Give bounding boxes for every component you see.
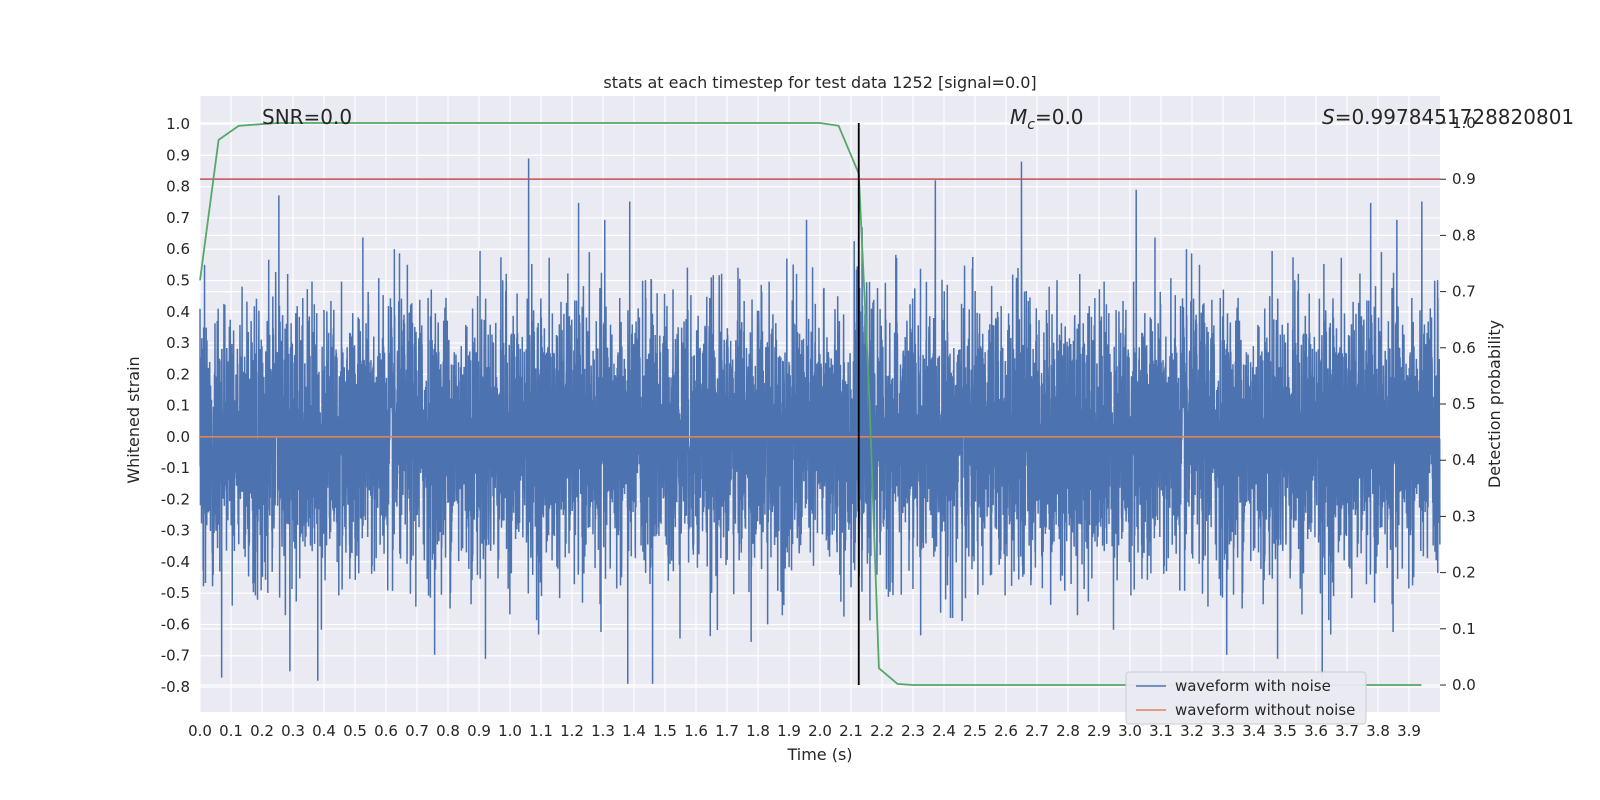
snr-annotation: SNR=0.0 [262,105,352,129]
chart-title: stats at each timestep for test data 125… [603,73,1036,92]
x-tick-label: 3.8 [1366,722,1390,740]
y-tick-label: 1.0 [166,115,190,133]
y2-tick-label: 0.6 [1452,339,1476,357]
y2-tick-label: 0.3 [1452,507,1476,525]
x-tick-label: 1.7 [715,722,739,740]
x-tick-label: 1.1 [529,722,553,740]
x-tick-label: 3.2 [1180,722,1204,740]
series-layer [199,122,1441,686]
x-tick-label: 1.0 [498,722,522,740]
y-tick-label: 0.0 [166,428,190,446]
legend-label-clean: waveform without noise [1175,701,1355,719]
x-tick-label: 2.3 [901,722,925,740]
x-tick-label: 3.1 [1149,722,1173,740]
x-tick-label: 0.3 [281,722,305,740]
y2-tick-label: 0.5 [1452,395,1476,413]
y2-axis-label: Detection probability [1485,320,1504,488]
y2-tick-label: 0.1 [1452,620,1476,638]
y-tick-label: 0.3 [166,334,190,352]
y-tick-label: 0.4 [166,303,190,321]
y-tick-labels: -0.8 -0.7 -0.6 -0.5 -0.4 -0.3 -0.2 -0.1 0.0 0.1 0.… [161,115,190,696]
y-tick-label: 0.7 [166,209,190,227]
x-tick-label: 2.6 [994,722,1018,740]
y2-tick-labels: 0.0 0.1 0.2 0.3 0.4 0.5 0.6 0.7 0.8 0.9 1.0 [1440,114,1476,694]
x-tick-label: 2.7 [1025,722,1049,740]
x-tick-label: 0.5 [343,722,367,740]
y-tick-label: -0.5 [161,584,190,602]
x-tick-label: 2.5 [963,722,987,740]
y-tick-label: 0.5 [166,271,190,289]
x-tick-label: 3.6 [1304,722,1328,740]
x-tick-label: 0.1 [219,722,243,740]
x-tick-label: 2.8 [1056,722,1080,740]
y-axis-label: Whitened strain [124,356,143,483]
y-tick-label: -0.6 [161,615,190,633]
y2-tick-label: 0.4 [1452,451,1476,469]
y2-tick-label: 0.8 [1452,226,1476,244]
x-tick-label: 3.9 [1397,722,1421,740]
x-tick-label: 3.4 [1242,722,1266,740]
y2-tick-label: 0.2 [1452,564,1476,582]
x-tick-label: 3.5 [1273,722,1297,740]
legend-box [1125,671,1367,725]
x-tick-label: 0.0 [188,722,212,740]
y-tick-label: -0.1 [161,459,190,477]
x-tick-label: 0.9 [467,722,491,740]
x-tick-label: 1.6 [684,722,708,740]
y2-tick-label: 0.7 [1452,283,1476,301]
x-tick-label: 1.4 [622,722,646,740]
y-tick-label: 0.8 [166,178,190,196]
y-tick-label: 0.9 [166,146,190,164]
x-tick-label: 0.6 [374,722,398,740]
y2-tick-label: 0.0 [1452,676,1476,694]
y-tick-label: 0.6 [166,240,190,258]
x-axis-label: Time (s) [786,745,852,764]
x-tick-label: 2.2 [870,722,894,740]
series-waveform-with-noise [199,158,1441,684]
x-tick-label: 1.3 [591,722,615,740]
legend: waveform with noise waveform without noi… [1125,671,1367,725]
y2-tick-label: 0.9 [1452,170,1476,188]
y-tick-label: -0.4 [161,553,190,571]
x-tick-label: 2.9 [1087,722,1111,740]
chirp-mass-annotation: Mc=0.0 [1010,105,1084,133]
x-tick-label: 0.4 [312,722,336,740]
y-tick-label: -0.8 [161,678,190,696]
y-tick-label: -0.7 [161,647,190,665]
x-tick-label: 0.7 [405,722,429,740]
x-tick-labels: 0.0 0.1 0.2 0.3 0.4 0.5 0.6 0.7 0.8 0.9 1.0 1.1 1.2 1… [188,722,1421,740]
y-tick-label: -0.3 [161,522,190,540]
x-tick-label: 3.7 [1335,722,1359,740]
y2-tick-label: 1.0 [1452,114,1476,132]
x-tick-label: 2.1 [839,722,863,740]
legend-label-noise: waveform with noise [1175,677,1331,695]
y-tick-label: -0.2 [161,490,190,508]
y-tick-label: 0.2 [166,365,190,383]
x-tick-label: 3.3 [1211,722,1235,740]
x-tick-label: 0.8 [436,722,460,740]
x-tick-label: 3.0 [1118,722,1142,740]
x-tick-label: 2.4 [932,722,956,740]
x-tick-label: 0.2 [250,722,274,740]
x-tick-label: 1.2 [560,722,584,740]
s-annotation: S=0.9978451728820801 [1322,105,1574,129]
series-detection-probability [199,122,1422,686]
x-tick-label: 1.8 [746,722,770,740]
x-tick-label: 1.9 [777,722,801,740]
x-tick-label: 2.0 [808,722,832,740]
x-tick-label: 1.5 [653,722,677,740]
y-tick-label: 0.1 [166,397,190,415]
